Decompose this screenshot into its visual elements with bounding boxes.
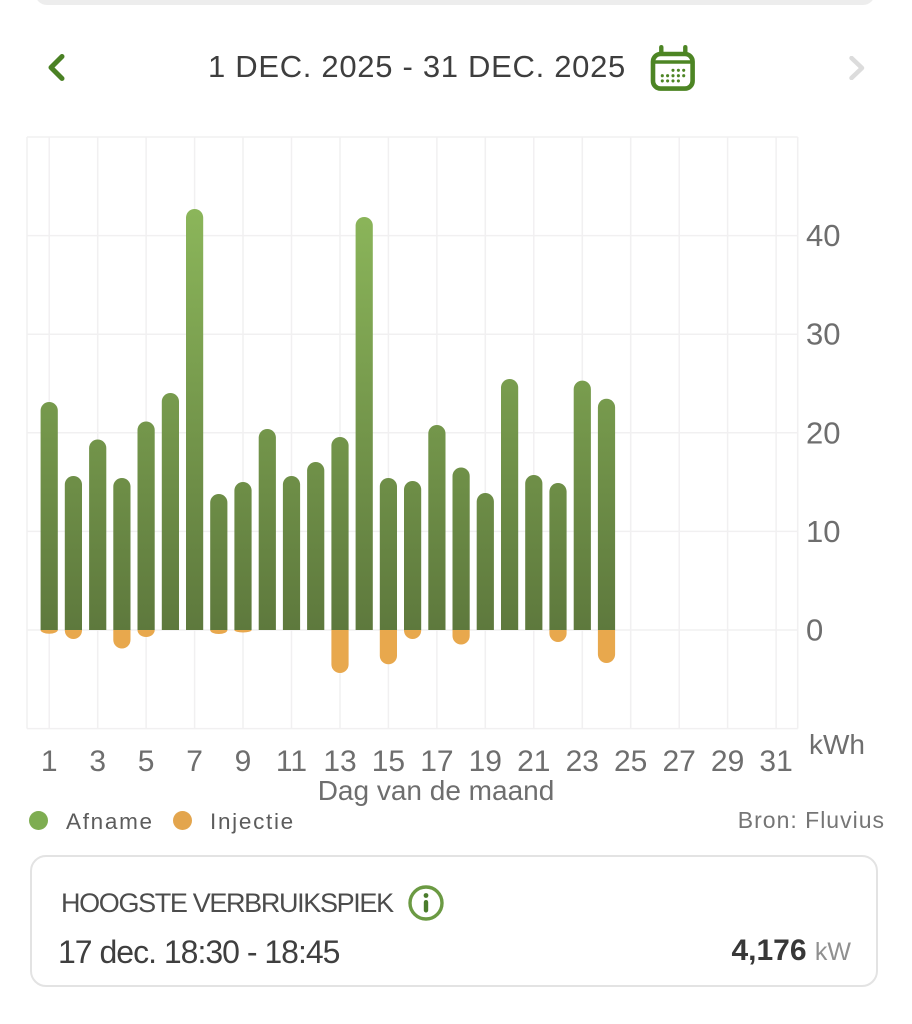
svg-text:31: 31 bbox=[759, 745, 792, 778]
svg-text:20: 20 bbox=[806, 415, 840, 450]
svg-text:25: 25 bbox=[614, 745, 647, 778]
svg-text:0: 0 bbox=[806, 613, 823, 648]
svg-text:21: 21 bbox=[517, 745, 550, 778]
svg-text:11: 11 bbox=[276, 745, 307, 778]
svg-text:19: 19 bbox=[469, 745, 502, 778]
svg-text:29: 29 bbox=[711, 745, 744, 778]
svg-text:3: 3 bbox=[89, 745, 106, 778]
svg-text:1: 1 bbox=[41, 745, 58, 778]
svg-text:10: 10 bbox=[806, 514, 840, 549]
svg-text:5: 5 bbox=[138, 745, 155, 778]
svg-text:23: 23 bbox=[566, 745, 599, 778]
svg-text:9: 9 bbox=[235, 745, 252, 778]
svg-text:17: 17 bbox=[420, 745, 453, 778]
svg-text:Dag van de maand: Dag van de maand bbox=[318, 775, 555, 806]
svg-text:40: 40 bbox=[806, 218, 840, 253]
svg-text:30: 30 bbox=[806, 317, 840, 352]
svg-text:15: 15 bbox=[372, 745, 405, 778]
svg-text:13: 13 bbox=[323, 745, 356, 778]
svg-text:27: 27 bbox=[663, 745, 696, 778]
svg-text:7: 7 bbox=[186, 745, 203, 778]
svg-text:kWh: kWh bbox=[809, 729, 865, 760]
